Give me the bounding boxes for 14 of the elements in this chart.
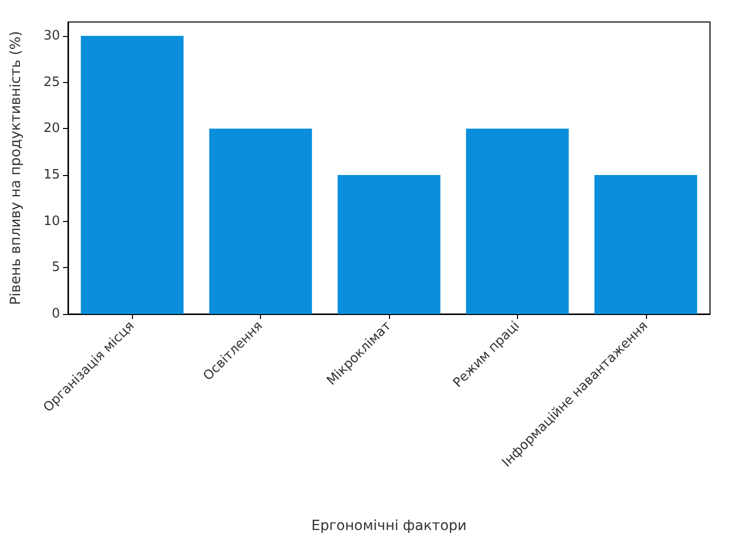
y-tick-label: 5: [52, 260, 60, 276]
bar: [80, 36, 184, 314]
bar: [594, 174, 698, 314]
y-tick-label: 0: [52, 306, 60, 322]
y-tick-label: 20: [43, 121, 60, 136]
y-tick-label: 10: [43, 214, 60, 229]
y-tick-label: 25: [43, 74, 60, 90]
y-tick-label: 30: [43, 28, 60, 44]
bar: [209, 128, 312, 314]
bar: [338, 174, 440, 314]
y-axis-title: Рівень впливу на продуктивність (%): [8, 30, 24, 306]
x-axis-title: Ергономічні фактори: [311, 518, 467, 534]
y-tick-label: 15: [43, 167, 60, 182]
bar: [466, 128, 569, 314]
